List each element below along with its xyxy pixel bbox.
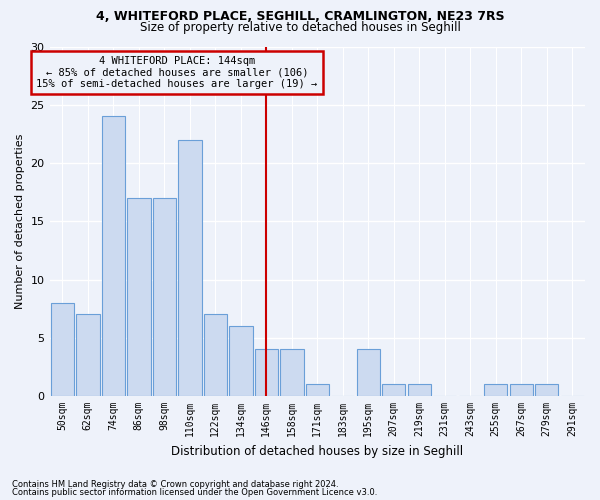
Bar — [203, 314, 227, 396]
Bar — [280, 350, 304, 396]
Bar — [229, 326, 253, 396]
Bar — [484, 384, 508, 396]
Bar — [305, 384, 329, 396]
X-axis label: Distribution of detached houses by size in Seghill: Distribution of detached houses by size … — [171, 444, 463, 458]
Bar — [152, 198, 176, 396]
Text: Contains HM Land Registry data © Crown copyright and database right 2024.: Contains HM Land Registry data © Crown c… — [12, 480, 338, 489]
Bar — [356, 350, 380, 396]
Text: Contains public sector information licensed under the Open Government Licence v3: Contains public sector information licen… — [12, 488, 377, 497]
Bar — [254, 350, 278, 396]
Bar — [101, 116, 125, 396]
Text: 4 WHITEFORD PLACE: 144sqm
← 85% of detached houses are smaller (106)
15% of semi: 4 WHITEFORD PLACE: 144sqm ← 85% of detac… — [37, 56, 317, 89]
Text: 4, WHITEFORD PLACE, SEGHILL, CRAMLINGTON, NE23 7RS: 4, WHITEFORD PLACE, SEGHILL, CRAMLINGTON… — [95, 10, 505, 23]
Bar — [50, 303, 74, 396]
Bar — [407, 384, 431, 396]
Y-axis label: Number of detached properties: Number of detached properties — [15, 134, 25, 309]
Bar — [178, 140, 202, 396]
Bar — [535, 384, 559, 396]
Text: Size of property relative to detached houses in Seghill: Size of property relative to detached ho… — [140, 21, 460, 34]
Bar — [127, 198, 151, 396]
Bar — [509, 384, 533, 396]
Bar — [76, 314, 100, 396]
Bar — [382, 384, 406, 396]
